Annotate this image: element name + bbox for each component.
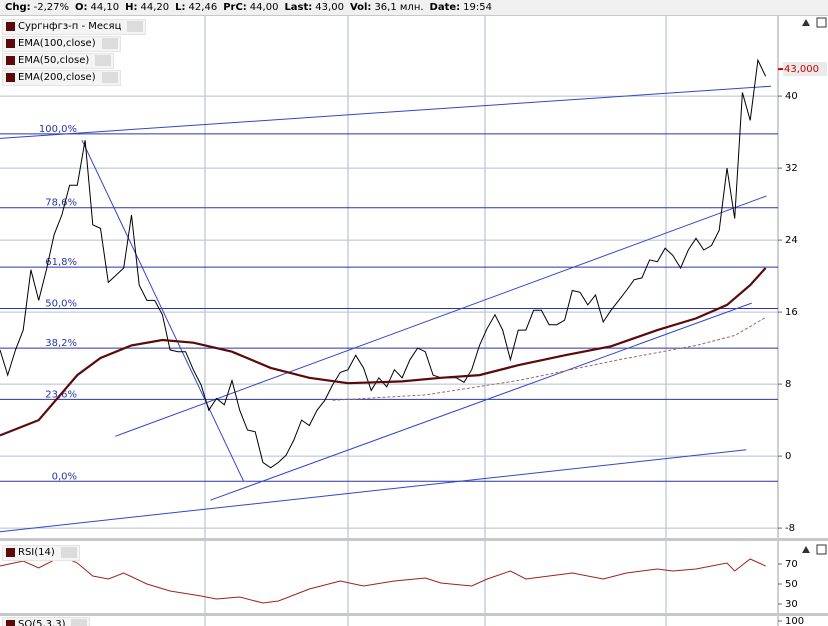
close-button[interactable] bbox=[816, 17, 827, 28]
series-line bbox=[0, 555, 766, 604]
y-tick-label: 32 bbox=[785, 163, 798, 174]
field-value: 19:54 bbox=[463, 2, 492, 13]
fib-label: 78,6% bbox=[45, 198, 77, 209]
legend-swatch bbox=[6, 56, 15, 65]
legend-label: EMA(50,close) bbox=[18, 55, 90, 66]
fib-label: 100,0% bbox=[39, 124, 77, 135]
legend-swatch bbox=[6, 620, 15, 626]
maximize-button[interactable] bbox=[802, 546, 810, 553]
field-value: 42,46 bbox=[188, 2, 218, 13]
fib-label: 61,8% bbox=[45, 257, 77, 268]
trendline bbox=[0, 85, 772, 139]
series-line bbox=[332, 317, 766, 401]
close-button[interactable] bbox=[816, 544, 827, 555]
legend-label: SO(5,3,3) bbox=[18, 619, 66, 626]
legend-dropdown bbox=[60, 547, 77, 558]
field-value: 44,10 bbox=[90, 2, 120, 13]
fib-label: 38,2% bbox=[45, 338, 77, 349]
y-tick-label: 40 bbox=[785, 91, 798, 102]
fib-label: 50,0% bbox=[45, 299, 77, 310]
y-tick-label: -8 bbox=[785, 523, 795, 534]
legend-label: EMA(100,close) bbox=[18, 38, 96, 49]
last-price-label: 43,000 bbox=[784, 64, 819, 75]
legend-dropdown bbox=[71, 619, 88, 626]
y-tick-label: 24 bbox=[785, 235, 798, 246]
legend-item[interactable]: SO(5,3,3) bbox=[2, 617, 91, 626]
legend-swatch bbox=[6, 73, 15, 82]
last-price-box bbox=[783, 62, 827, 77]
field-value: 44,20 bbox=[140, 2, 170, 13]
window-buttons[interactable] bbox=[802, 17, 827, 555]
y-tick-label: 8 bbox=[785, 379, 791, 390]
legend-label: Сургнфгз-п - Месяц bbox=[18, 21, 122, 32]
legend-swatch bbox=[6, 22, 15, 31]
series-line bbox=[0, 267, 767, 437]
field-value: 36,1 млн. bbox=[374, 2, 424, 13]
trendline bbox=[81, 139, 245, 482]
maximize-button[interactable] bbox=[802, 19, 810, 26]
legend-item[interactable]: EMA(100,close) bbox=[2, 36, 121, 52]
y-tick-label: 0 bbox=[785, 451, 791, 462]
trendline bbox=[0, 449, 747, 533]
field-label: Vol: bbox=[349, 2, 372, 13]
legend-dropdown bbox=[101, 38, 118, 49]
field-label: Last: bbox=[284, 2, 313, 13]
legend-item[interactable]: EMA(200,close) bbox=[2, 70, 121, 86]
trendline bbox=[115, 195, 767, 437]
y-tick-label: 50 bbox=[785, 579, 798, 590]
legend-dropdown bbox=[127, 21, 144, 32]
legend-dropdown bbox=[95, 55, 112, 66]
legend-item[interactable]: RSI(14) bbox=[2, 545, 80, 561]
legend-swatch bbox=[6, 39, 15, 48]
field-label: H: bbox=[125, 2, 138, 13]
field-label: O: bbox=[75, 2, 88, 13]
trendline bbox=[210, 302, 752, 501]
y-tick-label: 16 bbox=[785, 307, 798, 318]
fib-label: 0,0% bbox=[52, 471, 77, 482]
legend-item[interactable]: EMA(50,close) bbox=[2, 53, 115, 69]
y-tick-label: 30 bbox=[785, 599, 798, 610]
legend-swatch bbox=[6, 548, 15, 557]
legend-label: RSI(14) bbox=[18, 547, 55, 558]
field-label: Date: bbox=[429, 2, 461, 13]
panel-divider bbox=[0, 613, 828, 616]
field-label: PrC: bbox=[223, 2, 247, 13]
field-label: L: bbox=[175, 2, 186, 13]
panel-divider bbox=[0, 538, 828, 541]
field-value: -2,27% bbox=[33, 2, 70, 13]
legend-dropdown bbox=[101, 72, 118, 83]
quote-header: Chg: -2,27% O: 44,10 H: 44,20 L: 42,46 PrC: 44,00… bbox=[0, 0, 828, 16]
field-label: Chg: bbox=[5, 2, 31, 13]
y-tick-label: 70 bbox=[785, 559, 798, 570]
y-tick-label: 100 bbox=[785, 616, 804, 626]
field-value: 43,00 bbox=[315, 2, 344, 13]
field-value: 44,00 bbox=[249, 2, 279, 13]
legend-item[interactable]: Сургнфгз-п - Месяц bbox=[2, 19, 147, 35]
time-grid bbox=[204, 16, 667, 626]
legend-label: EMA(200,close) bbox=[18, 72, 96, 83]
